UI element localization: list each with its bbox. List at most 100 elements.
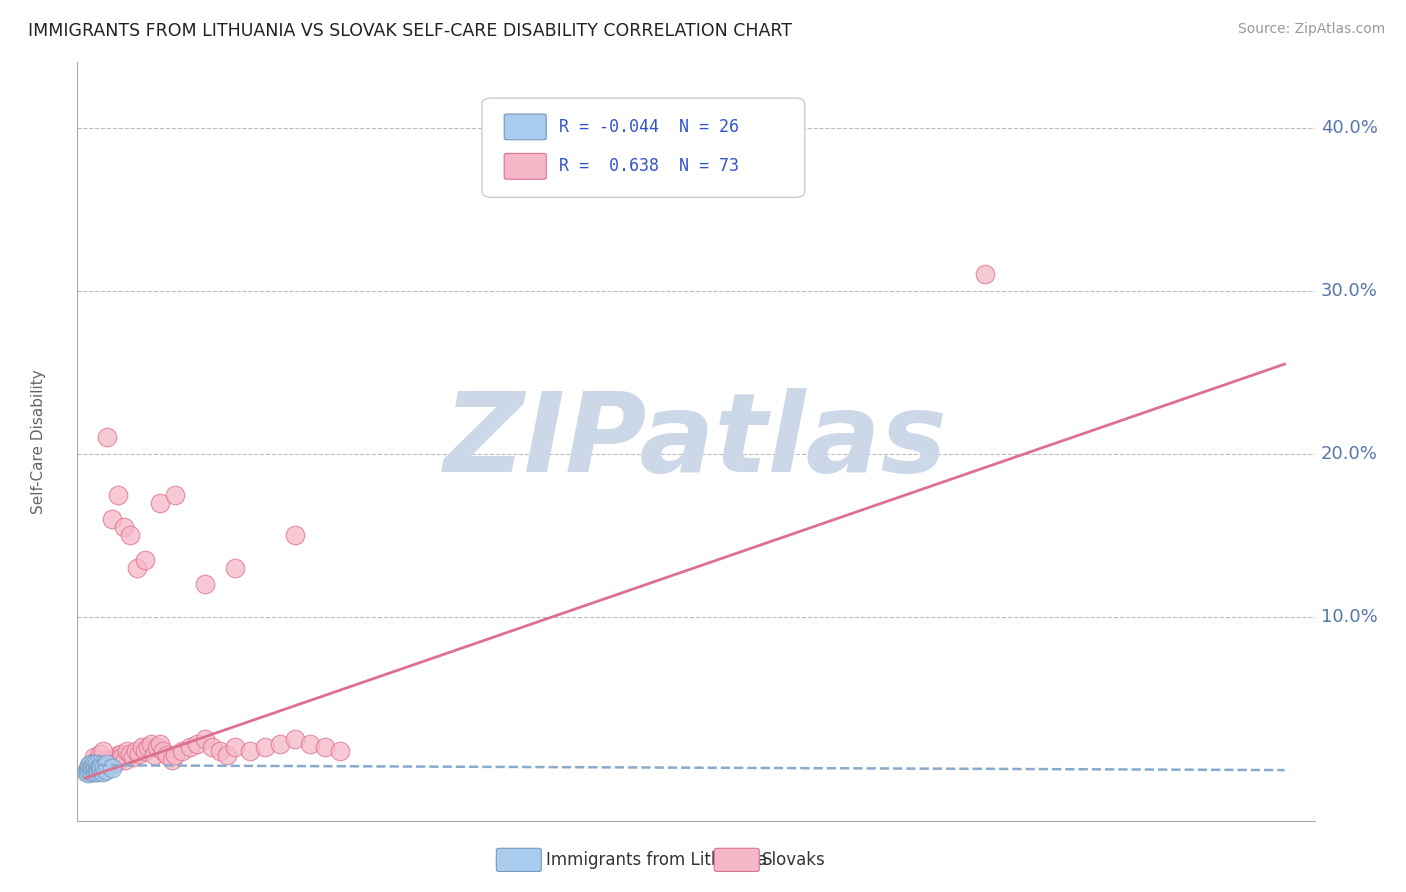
Point <box>128 747 150 761</box>
Point <box>86 758 108 772</box>
Point <box>217 748 239 763</box>
Point <box>298 737 321 751</box>
Point <box>82 760 104 774</box>
Point <box>160 753 183 767</box>
Point <box>94 763 117 777</box>
Point <box>79 762 101 776</box>
Point <box>89 763 111 777</box>
Point <box>107 487 129 501</box>
Point <box>208 743 231 757</box>
Point <box>163 487 186 501</box>
Point <box>156 748 179 763</box>
Point <box>93 760 115 774</box>
Point <box>224 740 246 755</box>
Point <box>131 740 153 755</box>
FancyBboxPatch shape <box>505 153 547 179</box>
Point <box>76 766 98 780</box>
Point <box>86 763 108 777</box>
Point <box>76 764 98 779</box>
Point <box>93 760 115 774</box>
Point <box>84 762 107 776</box>
Point <box>98 758 121 772</box>
Point <box>118 528 141 542</box>
Point <box>329 743 352 757</box>
Point <box>269 737 291 751</box>
Point <box>86 756 108 771</box>
Point <box>87 764 110 779</box>
Point <box>79 758 101 772</box>
Point <box>96 753 118 767</box>
Point <box>80 756 103 771</box>
Point <box>87 762 110 776</box>
Point <box>83 762 105 776</box>
Point <box>83 750 105 764</box>
Point <box>86 753 108 767</box>
Point <box>163 748 186 763</box>
Text: R = -0.044  N = 26: R = -0.044 N = 26 <box>558 118 738 136</box>
Point <box>125 743 148 757</box>
Point <box>105 755 128 769</box>
Point <box>94 756 117 771</box>
Point <box>91 758 114 772</box>
Point <box>80 763 103 777</box>
Point <box>87 753 110 767</box>
FancyBboxPatch shape <box>482 98 804 197</box>
Point <box>80 762 103 776</box>
Point <box>239 743 262 757</box>
Point <box>314 740 336 755</box>
Point <box>224 561 246 575</box>
Point <box>101 753 124 767</box>
Point <box>112 520 135 534</box>
Point <box>284 732 307 747</box>
Text: Source: ZipAtlas.com: Source: ZipAtlas.com <box>1237 22 1385 37</box>
Point <box>76 762 98 776</box>
Point <box>186 737 208 751</box>
Point <box>110 747 132 761</box>
Point <box>90 762 112 776</box>
Point <box>82 760 104 774</box>
Point <box>115 743 138 757</box>
Point <box>90 756 112 771</box>
Point <box>201 740 224 755</box>
Point <box>114 753 136 767</box>
Point <box>179 740 201 755</box>
Point <box>149 496 172 510</box>
Point <box>146 740 169 755</box>
Point <box>149 737 172 751</box>
Point <box>253 740 276 755</box>
Point <box>90 758 112 772</box>
Point <box>89 747 111 761</box>
Text: 20.0%: 20.0% <box>1320 445 1378 463</box>
Point <box>108 752 131 766</box>
Point <box>89 760 111 774</box>
Point <box>973 268 995 282</box>
Point <box>284 528 307 542</box>
Point <box>127 561 149 575</box>
Point <box>101 512 124 526</box>
Text: 30.0%: 30.0% <box>1320 282 1378 300</box>
Point <box>111 750 134 764</box>
Point <box>82 764 104 779</box>
FancyBboxPatch shape <box>505 114 547 140</box>
Point <box>142 748 165 763</box>
Point <box>96 430 118 444</box>
Text: ZIPatlas: ZIPatlas <box>444 388 948 495</box>
Point <box>172 743 194 757</box>
Point <box>134 553 156 567</box>
Text: 40.0%: 40.0% <box>1320 119 1378 136</box>
Point <box>152 743 174 757</box>
Point <box>83 756 105 771</box>
Point <box>83 756 105 771</box>
Point <box>91 764 114 779</box>
Point <box>79 763 101 777</box>
Point <box>101 762 124 776</box>
Point <box>96 756 118 771</box>
Text: IMMIGRANTS FROM LITHUANIA VS SLOVAK SELF-CARE DISABILITY CORRELATION CHART: IMMIGRANTS FROM LITHUANIA VS SLOVAK SELF… <box>28 22 792 40</box>
Text: R =  0.638  N = 73: R = 0.638 N = 73 <box>558 157 738 176</box>
Text: Self-Care Disability: Self-Care Disability <box>31 369 46 514</box>
Point <box>134 743 156 757</box>
Point <box>91 743 114 757</box>
Point <box>194 732 217 747</box>
Point <box>103 756 125 771</box>
Point <box>97 756 120 771</box>
